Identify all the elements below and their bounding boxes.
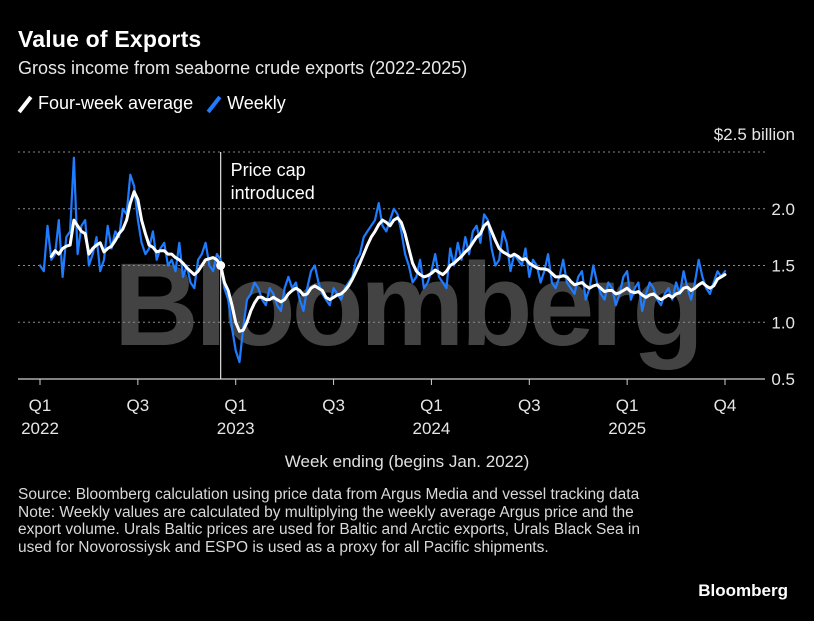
legend-item-weekly: Weekly	[207, 93, 286, 114]
chart-title: Value of Exports	[18, 26, 202, 52]
price-cap-annotation: introduced	[231, 183, 315, 203]
x-tick-year-label: 2023	[217, 419, 255, 438]
method-note: Note: Weekly values are calculated by mu…	[18, 503, 640, 556]
x-tick-label: Q3	[518, 396, 541, 415]
y-tick-label: 0.5	[771, 370, 795, 389]
bloomberg-logo: Bloomberg	[698, 581, 788, 600]
x-tick-label: Q4	[714, 396, 737, 415]
x-tick-label: Q3	[322, 396, 345, 415]
legend: Four-week average Weekly	[18, 93, 300, 114]
price-cap-marker	[216, 261, 226, 270]
x-tick-label: Q1	[29, 396, 52, 415]
chart-subtitle: Gross income from seaborne crude exports…	[18, 58, 468, 78]
x-tick-label: Q3	[127, 396, 150, 415]
legend-item-four-week-average: Four-week average	[18, 93, 193, 114]
x-tick-year-label: 2024	[413, 419, 451, 438]
y-tick-label: 1.5	[771, 257, 795, 276]
x-tick-label: Q1	[616, 396, 639, 415]
legend-label: Weekly	[227, 93, 286, 113]
series-line-four-week-average	[49, 190, 727, 333]
x-axis-title: Week ending (begins Jan. 2022)	[284, 452, 530, 471]
y-tick-label: 1.0	[771, 313, 795, 332]
bloomberg-watermark: Bloomberg	[114, 239, 701, 371]
footnotes: Source: Bloomberg calculation using pric…	[18, 486, 658, 556]
source-note: Source: Bloomberg calculation using pric…	[18, 486, 640, 503]
x-tick-year-label: 2025	[608, 419, 646, 438]
y-tick-label: 2.0	[771, 200, 795, 219]
x-tick-label: Q1	[224, 396, 247, 415]
x-tick-year-label: 2022	[21, 419, 59, 438]
legend-label: Four-week average	[38, 93, 194, 113]
series-line-weekly	[38, 156, 727, 364]
y-tick-label: $2.5 billion	[714, 125, 795, 144]
x-tick-label: Q1	[420, 396, 443, 415]
price-cap-annotation: Price cap	[231, 160, 306, 180]
